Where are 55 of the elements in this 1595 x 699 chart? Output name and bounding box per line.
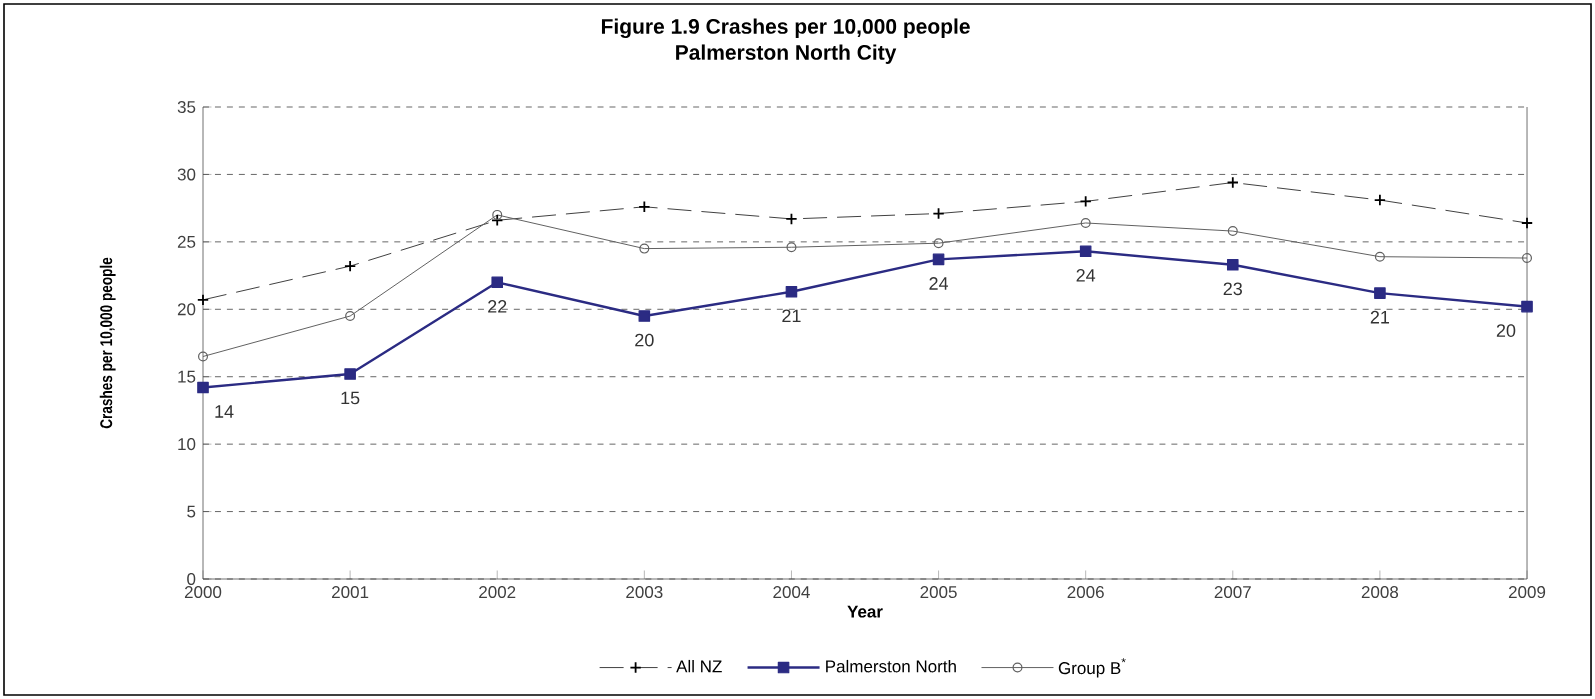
y-tick-label: 15 <box>178 370 196 383</box>
data-label: 23 <box>1223 282 1242 296</box>
point <box>932 253 945 266</box>
y-tick-label: 25 <box>177 235 196 248</box>
x-tick-label: 2000 <box>184 586 222 599</box>
point <box>933 238 944 249</box>
point <box>638 310 651 322</box>
data-label: 24 <box>929 277 949 290</box>
y-tick-label: 10 <box>178 438 196 451</box>
y-axis-title: Crashes per 10,000 people <box>99 257 116 429</box>
data-label: 22 <box>488 300 507 313</box>
point <box>1079 245 1092 258</box>
data-label: 20 <box>1496 324 1516 337</box>
point <box>1521 300 1533 313</box>
point <box>1227 226 1238 237</box>
y-tick-label: 35 <box>177 100 196 114</box>
point <box>1080 217 1091 228</box>
point <box>491 276 504 289</box>
x-tick-label: 2005 <box>920 586 957 599</box>
x-tick-label: 2007 <box>1214 586 1251 599</box>
legend-label: All NZ <box>676 659 722 673</box>
point <box>344 368 356 380</box>
y-tick-label: 20 <box>177 303 196 316</box>
y-tick-label: 30 <box>177 168 196 181</box>
data-label: 21 <box>782 309 801 323</box>
point <box>1226 258 1239 271</box>
point <box>1522 253 1533 264</box>
point <box>345 311 356 322</box>
x-tick-label: 2004 <box>773 586 810 599</box>
point <box>639 243 650 254</box>
x-tick-label: 2008 <box>1361 586 1399 599</box>
x-axis-title: Year <box>847 605 883 618</box>
point <box>492 209 503 220</box>
point <box>785 285 798 298</box>
data-label: 14 <box>215 405 234 418</box>
point <box>1374 251 1385 262</box>
x-tick-label: 2006 <box>1067 586 1104 599</box>
data-label: 15 <box>341 391 360 405</box>
chart-subtitle: Palmerston North City <box>676 44 897 64</box>
point <box>786 242 797 253</box>
x-tick-label: 2009 <box>1508 586 1546 599</box>
point <box>1374 287 1386 299</box>
data-label: 20 <box>635 333 654 347</box>
x-tick-label: 2002 <box>479 586 516 599</box>
legend-label: Group B$^{*}$ <box>1058 658 1126 678</box>
x-tick-label: 2001 <box>332 586 369 599</box>
data-label: 21 <box>1370 310 1390 324</box>
x-tick-label: 2003 <box>626 586 663 599</box>
point <box>198 351 208 362</box>
legend-label: Palmerston North <box>826 659 956 673</box>
chart-title: Figure 1.9 Crashes per 10,000 people <box>601 18 970 39</box>
y-tick-label: 5 <box>187 505 196 518</box>
point <box>197 381 209 394</box>
y-tick-label: 0 <box>187 572 196 586</box>
data-label: 24 <box>1076 269 1096 282</box>
